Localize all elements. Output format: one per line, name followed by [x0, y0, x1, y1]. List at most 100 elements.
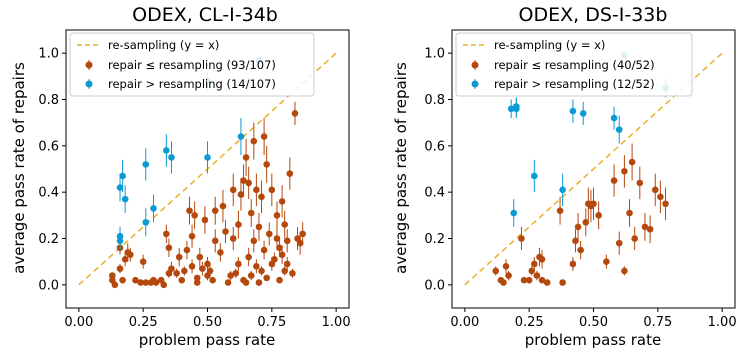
repair-le-point — [278, 198, 286, 205]
left-legend: re-sampling (y = x) repair ≤ resampling … — [69, 32, 315, 97]
repair-le-point — [636, 179, 644, 187]
repair-le-point — [119, 276, 126, 284]
right-legend: re-sampling (y = x) repair ≤ resampling … — [455, 32, 693, 97]
y-tick-label: 0.0 — [424, 278, 445, 293]
repair-le-point — [590, 200, 597, 208]
repair-le-point — [520, 276, 528, 284]
repair-le-point — [178, 276, 186, 284]
repair-le-point — [253, 263, 260, 270]
repair-le-point — [283, 237, 291, 245]
x-tick-label: 0.25 — [515, 315, 544, 330]
repair-le-point — [240, 177, 247, 184]
repair-le-point — [109, 272, 116, 279]
repair-le-point — [163, 230, 170, 238]
repair-le-point — [165, 244, 173, 252]
repair-le-point — [538, 276, 546, 284]
repair-le-point — [296, 239, 304, 247]
repair-le-point — [500, 279, 507, 286]
repair-le-point — [137, 279, 144, 286]
repair-le-point — [276, 276, 283, 284]
repair-le-point — [662, 200, 669, 208]
left-x-axis-label: problem pass rate — [139, 331, 275, 349]
repair-le-point — [196, 253, 204, 261]
repair-le-point — [621, 267, 628, 275]
repair-le-point — [188, 263, 196, 270]
repair-le-point — [271, 256, 278, 263]
x-tick-label: 0.50 — [193, 315, 222, 330]
repair-le-point — [260, 133, 268, 140]
repair-gt-point — [579, 110, 587, 117]
repair-gt-point — [559, 186, 566, 194]
repair-le-point — [657, 193, 664, 201]
repair-le-point — [152, 279, 160, 286]
repair-le-point — [492, 267, 500, 275]
repair-le-point — [621, 168, 628, 175]
x-tick-label: 1.00 — [708, 315, 737, 330]
legend-diagonal-label: re-sampling (y = x) — [108, 38, 219, 52]
repair-gt-point — [569, 107, 577, 115]
x-tick-label: 0.75 — [643, 315, 672, 330]
repair-le-point — [628, 158, 636, 166]
repair-le-point — [168, 265, 175, 272]
x-tick-label: 0.00 — [450, 315, 479, 330]
repair-le-point — [193, 274, 201, 282]
repair-le-point — [247, 272, 255, 279]
repair-le-point — [518, 235, 525, 242]
left-panel-title: ODEX, CL-I-34b — [132, 4, 278, 26]
repair-le-point — [528, 267, 536, 275]
repair-le-point — [615, 239, 623, 247]
repair-le-point — [132, 276, 139, 284]
y-axis-label: average pass rate of repairs — [10, 62, 28, 274]
repair-le-point — [569, 260, 577, 268]
repair-le-point — [247, 209, 255, 217]
repair-le-point — [250, 237, 258, 245]
legend-repair-gt-label: repair > resampling (12/52) — [494, 77, 655, 91]
repair-le-point — [299, 230, 306, 238]
repair-le-point — [188, 232, 196, 240]
repair-le-point — [258, 267, 265, 275]
repair-le-point — [525, 276, 533, 284]
repair-gt-point — [510, 209, 518, 217]
right-y-axis-label: average pass rate of repairs — [392, 62, 410, 274]
repair-gt-point — [116, 237, 124, 245]
repair-gt-point — [119, 172, 126, 180]
repair-le-point — [258, 193, 265, 201]
x-tick-label: 0.75 — [257, 315, 286, 330]
repair-le-point — [595, 212, 602, 219]
y-tick-label: 1.0 — [424, 47, 445, 62]
repair-le-point — [263, 274, 270, 282]
repair-le-point — [276, 244, 283, 252]
y-tick-label: 0.0 — [38, 278, 59, 293]
repair-gt-point — [531, 172, 538, 180]
repair-gt-point — [168, 154, 175, 161]
repair-le-point — [273, 212, 281, 219]
y-tick-label: 0.4 — [424, 186, 445, 201]
repair-le-point — [183, 246, 191, 254]
repair-le-point — [199, 265, 206, 272]
repair-le-point — [281, 221, 288, 228]
repair-le-point — [175, 253, 183, 261]
repair-le-point — [242, 154, 250, 161]
repair-le-point — [255, 279, 263, 286]
repair-le-point — [186, 207, 193, 214]
repair-gt-point — [610, 114, 618, 122]
repair-le-point — [263, 161, 270, 168]
repair-le-point — [646, 225, 654, 233]
repair-le-point — [201, 216, 209, 224]
repair-le-point — [229, 235, 237, 242]
repair-le-point — [291, 110, 299, 117]
repair-le-point — [227, 272, 234, 279]
repair-le-point — [577, 246, 584, 254]
x-tick-label: 0.50 — [579, 315, 608, 330]
repair-le-point — [582, 218, 590, 226]
repair-le-point — [286, 170, 294, 177]
repair-gt-point — [513, 103, 520, 110]
repair-le-point — [610, 177, 618, 184]
repair-gt-point — [237, 133, 245, 140]
repair-le-point — [204, 260, 211, 268]
left-panel: ODEX, CL-I-34b 0.00 0.25 0.50 0.75 1.00 0.0 0… — [10, 4, 351, 349]
repair-gt-point — [121, 195, 129, 203]
y-tick-label: 0.8 — [38, 93, 59, 108]
legend-repair-le-label: repair ≤ resampling (93/107) — [108, 58, 276, 72]
